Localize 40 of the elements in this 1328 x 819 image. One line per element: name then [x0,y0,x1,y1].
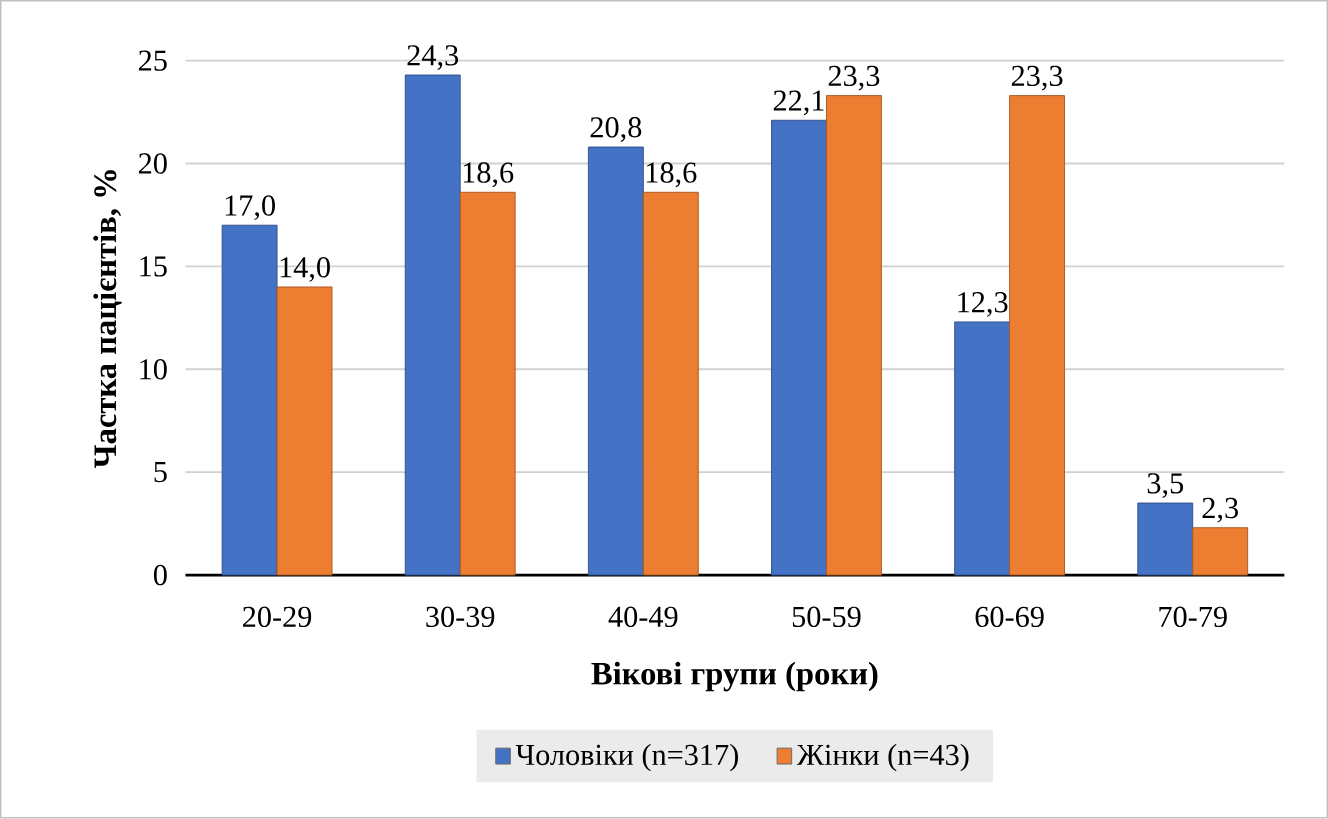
data-label: 20,8 [590,117,642,143]
y-tick-label: 10 [140,359,167,380]
x-tick-label: 30-39 [426,606,495,628]
y-tick-label: 0 [153,565,167,586]
data-label: 24,3 [407,45,459,71]
legend-label: Чоловіки (n=317) [515,744,738,772]
bar [587,146,644,576]
y-tick-label: 5 [154,462,167,483]
data-label: 12,3 [958,292,1008,318]
bar [771,120,827,576]
bar [459,192,516,576]
x-tick-label: 70-79 [1159,606,1227,628]
bar [1137,502,1194,576]
data-label: 23,3 [1011,65,1063,91]
bar [276,286,333,576]
bar [642,192,699,576]
data-label: 17,0 [225,195,275,221]
data-label: 2,3 [1202,498,1238,523]
data-label: 18,6 [646,162,697,188]
y-axis-title: Частка пацієнтів, % [93,170,122,469]
x-tick-label: 60-69 [975,606,1044,628]
y-tick-label: 20 [138,153,167,174]
x-tick-label: 20-29 [243,606,312,628]
x-tick-label: 40-49 [608,606,678,628]
bar [404,74,461,576]
bar [954,321,1011,576]
legend-label: Жінки (n=43) [796,744,969,772]
data-label: 18,6 [463,162,514,188]
x-tick-label: 50-59 [792,606,861,628]
data-label: 22,1 [773,90,824,116]
bar [1009,95,1066,576]
data-label: 3,5 [1147,473,1184,499]
x-axis-title: Вікові групи (роки) [591,661,878,692]
bar [221,224,278,576]
bar [1192,527,1249,576]
bar [825,95,882,576]
y-tick-label: 25 [138,50,167,72]
data-label: 14,0 [280,257,330,283]
data-label: 23,3 [828,65,880,91]
y-tick-label: 15 [140,256,167,277]
